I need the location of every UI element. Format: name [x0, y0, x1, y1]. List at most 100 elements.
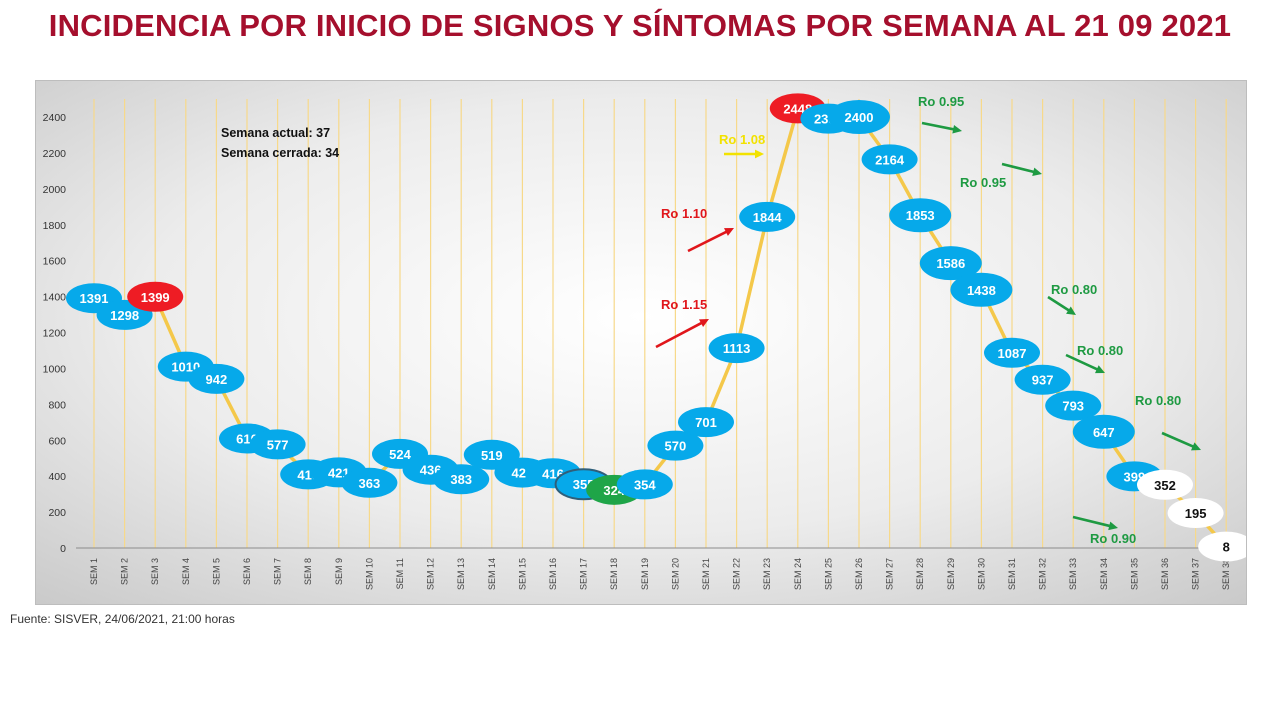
x-tick-label: SEM 16 — [548, 558, 558, 590]
x-tick-label: SEM 21 — [701, 558, 711, 590]
data-point — [433, 464, 490, 495]
x-tick-label: SEM 27 — [885, 558, 895, 590]
week-info-label: Semana cerrada: 34 — [221, 146, 339, 160]
x-tick-label: SEM 32 — [1038, 558, 1048, 590]
data-label: 2400 — [845, 110, 874, 125]
x-tick-label: SEM 30 — [976, 558, 986, 590]
x-tick-label: SEM 1 — [89, 558, 99, 585]
trend-arrow-head — [754, 149, 764, 159]
trend-arrow-head — [1066, 306, 1076, 315]
trend-arrow — [1001, 162, 1037, 174]
data-point — [1167, 497, 1224, 528]
data-label: 570 — [665, 439, 687, 454]
data-label: 352 — [1154, 478, 1176, 493]
ro-label: Ro 1.15 — [661, 297, 707, 312]
x-tick-label: SEM 37 — [1191, 558, 1201, 590]
x-tick-label: SEM 25 — [823, 558, 833, 590]
x-tick-label: SEM 28 — [915, 558, 925, 590]
trend-arrow-head — [699, 319, 709, 328]
x-tick-label: SEM 4 — [181, 558, 191, 585]
data-label: 647 — [1093, 425, 1115, 440]
data-label: 519 — [481, 448, 503, 463]
x-tick-label: SEM 2 — [120, 558, 130, 585]
page-title: INCIDENCIA POR INICIO DE SIGNOS Y SÍNTOM… — [48, 8, 1232, 43]
data-label: 942 — [206, 372, 228, 387]
trend-arrow-head — [1191, 442, 1201, 451]
data-label: 354 — [634, 477, 656, 492]
data-label: 1853 — [906, 208, 935, 223]
x-tick-label: SEM 9 — [334, 558, 344, 585]
x-tick-label: SEM 33 — [1068, 558, 1078, 590]
y-tick-label: 1800 — [43, 220, 67, 232]
data-label: 1087 — [998, 346, 1027, 361]
data-point — [127, 281, 184, 312]
data-label: 1391 — [80, 291, 109, 306]
y-tick-label: 1400 — [43, 292, 67, 304]
data-label: 793 — [1062, 399, 1084, 414]
y-tick-label: 2000 — [43, 184, 67, 196]
data-point — [1045, 390, 1102, 421]
y-tick-label: 1600 — [43, 256, 67, 268]
ro-label: Ro 0.90 — [1090, 531, 1136, 546]
data-point — [984, 337, 1040, 368]
x-tick-label: SEM 29 — [946, 558, 956, 590]
trend-arrow-head — [1095, 365, 1105, 374]
trend-arrow-head — [724, 228, 734, 236]
ro-label: Ro 0.80 — [1135, 393, 1181, 408]
x-tick-label: SEM 15 — [517, 558, 527, 590]
data-label: 701 — [695, 415, 717, 430]
data-label: 1844 — [753, 210, 783, 225]
x-tick-label: SEM 3 — [150, 558, 160, 585]
x-tick-label: SEM 19 — [640, 558, 650, 590]
trend-arrow-head — [1032, 167, 1042, 177]
data-point — [1072, 414, 1135, 449]
x-tick-label: SEM 12 — [426, 558, 436, 590]
data-point — [861, 144, 918, 175]
source-note: Fuente: SISVER, 24/06/2021, 21:00 horas — [10, 612, 235, 626]
data-label: 1438 — [967, 283, 996, 298]
x-tick-label: SEM 5 — [211, 558, 221, 585]
ro-label: Ro 0.80 — [1077, 343, 1123, 358]
chart-area: 0 200 400 600 800 1000 1200 1400 1600 1800 2000 220… — [35, 80, 1247, 605]
trend-arrow — [921, 121, 957, 132]
trend-arrow — [655, 320, 705, 349]
data-point — [1137, 469, 1193, 500]
x-tick-label: SEM 14 — [487, 558, 497, 590]
data-point — [188, 363, 245, 394]
y-tick-label: 2400 — [43, 112, 67, 124]
data-label: 1113 — [723, 341, 751, 356]
data-point — [950, 272, 1013, 307]
trend-arrow — [1047, 295, 1072, 313]
y-tick-label: 1200 — [43, 328, 67, 340]
x-tick-label: SEM 23 — [762, 558, 772, 590]
x-tick-label: SEM 6 — [242, 558, 252, 585]
week-info-label: Semana actual: 37 — [221, 126, 330, 140]
trend-arrow — [1072, 515, 1113, 528]
incidence-chart: 0 200 400 600 800 1000 1200 1400 1600 1800 2000 220… — [36, 81, 1246, 604]
x-tick-label: SEM 20 — [670, 558, 680, 590]
trend-arrow — [1161, 431, 1197, 449]
x-tick-label: SEM 7 — [273, 558, 283, 585]
data-label: 2164 — [875, 152, 905, 167]
data-point — [919, 246, 982, 281]
data-label: 383 — [450, 472, 472, 487]
x-tick-label: SEM 36 — [1160, 558, 1170, 590]
data-point — [249, 429, 306, 460]
ro-label: Ro 0.95 — [918, 94, 964, 109]
trend-arrow — [1065, 353, 1101, 372]
trend-arrow-head — [952, 124, 962, 134]
x-tick-label: SEM 24 — [793, 558, 803, 590]
data-point — [647, 430, 704, 461]
x-tick-label: SEM 18 — [609, 558, 619, 590]
x-tick-label: SEM 38 — [1221, 558, 1231, 590]
x-tick-label: SEM 34 — [1099, 558, 1109, 590]
y-tick-label: 1000 — [43, 363, 67, 375]
ro-label: Ro 1.08 — [719, 132, 765, 147]
data-point — [828, 100, 890, 134]
data-label: 363 — [359, 476, 381, 491]
data-label: 1586 — [936, 256, 965, 271]
y-tick-label: 2200 — [43, 148, 67, 160]
data-point — [708, 333, 765, 364]
data-point — [616, 469, 673, 500]
data-point — [341, 467, 398, 498]
